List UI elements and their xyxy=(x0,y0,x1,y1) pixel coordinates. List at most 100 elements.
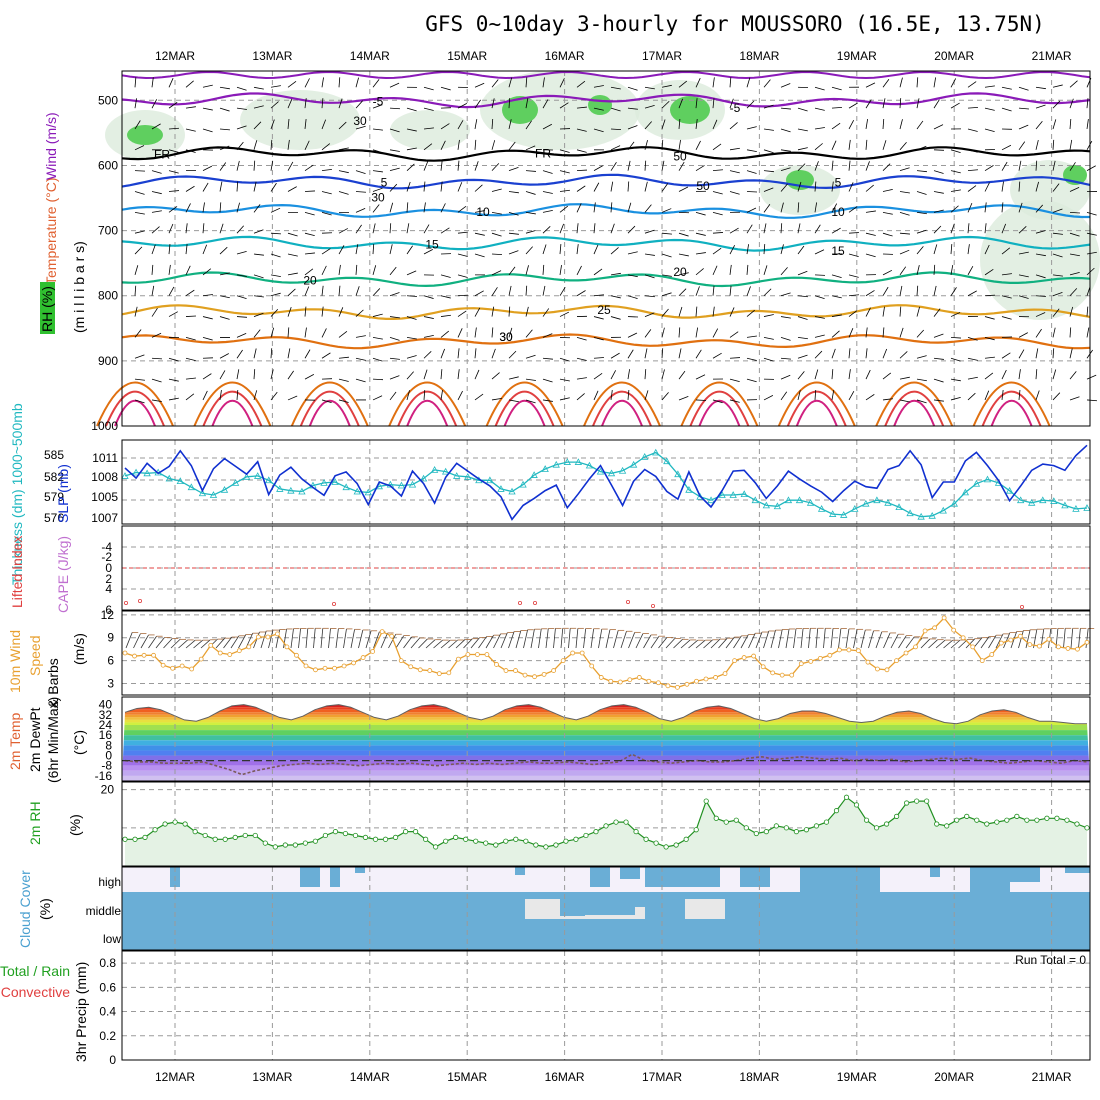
cloud-level-low: low xyxy=(103,932,121,946)
surface-heat-contour xyxy=(397,390,458,427)
thickness-marker xyxy=(121,472,129,479)
pressure-tick-label: 600 xyxy=(98,158,118,172)
upper-wind-barb xyxy=(236,274,247,277)
upper-wind-barb xyxy=(1052,292,1063,297)
upper-wind-barb xyxy=(593,390,599,401)
upper-wind-barb xyxy=(287,327,290,338)
upper-wind-barb xyxy=(406,371,414,380)
upper-wind-barb xyxy=(899,399,910,403)
upper-wind-barb xyxy=(661,183,669,192)
upper-wind-barb xyxy=(984,294,996,297)
upper-wind-barb xyxy=(865,161,870,171)
upper-wind-barb xyxy=(1035,139,1039,150)
rh-marker xyxy=(392,834,399,840)
wind10m-barb xyxy=(688,639,698,649)
upper-wind-barb xyxy=(865,210,876,213)
upper-wind-barb xyxy=(899,167,910,172)
upper-wind-barb xyxy=(1001,144,1012,151)
upper-wind-barb xyxy=(355,335,366,338)
top-day-label: 12MAR xyxy=(155,49,195,63)
upper-wind-barb xyxy=(525,211,536,215)
isotherm-label: -5 xyxy=(730,101,741,115)
wind10m-barb xyxy=(785,628,790,649)
upper-air-frame xyxy=(121,70,1091,427)
rh-marker xyxy=(1054,815,1060,821)
isotherm-label: 50 xyxy=(673,150,687,164)
wind10m-barb xyxy=(140,634,149,649)
ylabel-barbs: & Barbs xyxy=(45,658,61,708)
wind10m-barb xyxy=(343,628,347,649)
upper-wind-barb xyxy=(712,191,723,195)
wind-speed-marker xyxy=(760,664,766,670)
upper-wind-barb xyxy=(1001,202,1004,213)
upper-wind-barb xyxy=(882,78,890,88)
wind-speed-marker xyxy=(417,667,423,673)
upper-wind-barb xyxy=(287,118,290,130)
upper-wind-barb xyxy=(712,98,715,109)
upper-wind-barb xyxy=(185,357,196,362)
upper-wind-barb xyxy=(321,328,327,338)
upper-wind-barb xyxy=(899,142,907,151)
upper-wind-barb xyxy=(1052,253,1063,258)
upper-wind-barb xyxy=(168,357,179,362)
surface-heat-contour xyxy=(875,381,954,427)
upper-wind-barb xyxy=(185,377,196,380)
upper-wind-barb xyxy=(712,247,722,255)
upper-wind-barb xyxy=(219,316,230,320)
upper-wind-barb xyxy=(661,253,672,258)
wind10m-barb xyxy=(545,628,549,649)
upper-wind-barb xyxy=(1018,389,1021,400)
upper-wind-barb xyxy=(338,245,345,255)
upper-wind-barb xyxy=(236,141,244,151)
upper-wind-barb xyxy=(525,399,536,404)
wind10m-barb xyxy=(725,636,735,649)
slp-tick: 1008 xyxy=(91,470,118,484)
upper-wind-barb xyxy=(831,390,835,401)
wind10m-barb xyxy=(125,632,133,649)
upper-wind-barb xyxy=(508,285,512,296)
upper-wind-barb xyxy=(780,167,791,172)
upper-wind-barb xyxy=(593,223,596,234)
top-day-label: 16MAR xyxy=(545,49,585,63)
top-day-label: 17MAR xyxy=(642,49,682,63)
wind10m-barb xyxy=(268,630,274,649)
upper-wind-barb xyxy=(134,191,145,195)
upper-wind-barb xyxy=(933,378,944,383)
upper-wind-barb xyxy=(372,244,375,255)
wind-speed-marker xyxy=(522,672,528,678)
upper-wind-barb xyxy=(372,313,383,317)
upper-wind-barb xyxy=(236,250,247,255)
wind-speed-marker xyxy=(379,629,385,635)
upper-wind-barb xyxy=(372,149,383,154)
upper-wind-barb xyxy=(712,399,723,404)
upper-wind-barb xyxy=(491,327,494,338)
upper-wind-barb xyxy=(389,316,400,319)
upper-wind-barb xyxy=(151,244,156,255)
isotherm-25 xyxy=(121,304,1091,320)
rh-marker xyxy=(493,842,499,848)
upper-wind-barb xyxy=(1052,160,1056,171)
upper-wind-barb xyxy=(695,327,699,338)
upper-wind-barb xyxy=(525,120,532,130)
upper-wind-barb xyxy=(644,312,655,317)
rh-marker xyxy=(783,825,789,831)
upper-wind-barb xyxy=(831,227,841,234)
upper-wind-barb xyxy=(372,79,380,88)
upper-wind-barb xyxy=(1035,121,1043,130)
upper-wind-barb xyxy=(712,285,715,296)
upper-wind-barb xyxy=(661,139,664,150)
upper-wind-barb xyxy=(729,307,735,317)
temp-band xyxy=(122,707,1090,710)
li-tick: 6 xyxy=(105,603,112,617)
wind10m-barb xyxy=(560,628,564,649)
thickness-marker xyxy=(652,448,660,456)
upper-wind-barb xyxy=(899,376,910,380)
thickness-marker xyxy=(287,486,295,494)
top-day-label: 21MAR xyxy=(1032,49,1072,63)
wind-speed-marker xyxy=(503,668,509,673)
rh-shade-dark xyxy=(588,95,612,115)
wind10m-barb xyxy=(425,639,436,649)
upper-wind-barb xyxy=(695,286,700,296)
upper-wind-barb xyxy=(287,186,297,192)
